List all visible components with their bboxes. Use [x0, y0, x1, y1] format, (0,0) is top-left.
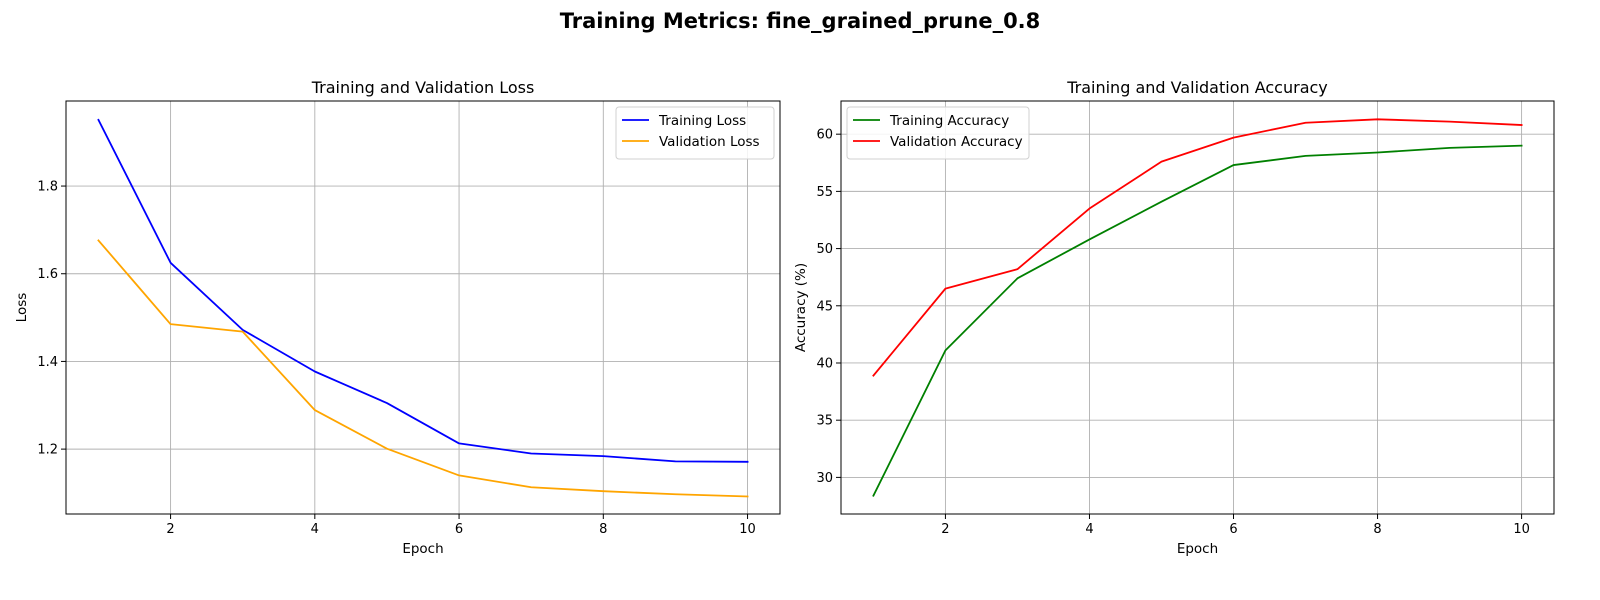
accuracy-y-tick-label: 50: [816, 242, 833, 257]
loss-y-tick-label: 1.2: [37, 443, 58, 458]
loss-y-tick-label: 1.6: [37, 267, 58, 282]
loss-legend-frame: [615, 106, 775, 160]
accuracy-x-tick-label: 4: [1085, 522, 1093, 537]
loss-x-tick-label: 8: [599, 522, 607, 537]
loss-axes-frame: [65, 100, 781, 515]
accuracy-x-tick-label: 10: [1513, 522, 1530, 537]
loss-legend: Training Loss Validation Loss: [615, 106, 775, 160]
accuracy-y-tick-label: 40: [816, 356, 833, 371]
loss-x-tick-label: 6: [455, 522, 463, 537]
loss-x-tick-label: 10: [739, 522, 756, 537]
loss-x-tick-label: 4: [311, 522, 319, 537]
accuracy-y-axis-label: Accuracy (%): [793, 263, 809, 352]
loss-x-tick-label: 2: [166, 522, 174, 537]
accuracy-x-tick-label: 8: [1373, 522, 1381, 537]
training-loss-legend-label: Training Loss: [658, 113, 746, 129]
validation-loss-legend-label: Validation Loss: [659, 134, 760, 150]
figure-title: Training Metrics: fine_grained_prune_0.8: [560, 9, 1041, 33]
loss-plot: 2 4 6 8 10 1.2 1.4 1.6 1.8 Training and Validatio…: [14, 78, 781, 557]
training-accuracy-line: [872, 144, 1523, 497]
accuracy-y-tick-label: 55: [816, 185, 833, 200]
loss-y-axis-label: Loss: [14, 293, 30, 323]
accuracy-legend: Training Accuracy Validation Accuracy: [846, 106, 1030, 160]
accuracy-plot: 2 4 6 8 10 30 35 40 45 50 55 60 Training and Validat…: [793, 78, 1555, 557]
training-accuracy-legend-label: Training Accuracy: [889, 113, 1009, 129]
accuracy-x-tick-label: 2: [941, 522, 949, 537]
accuracy-x-axis-label: Epoch: [1177, 541, 1218, 557]
accuracy-legend-frame: [846, 106, 1030, 160]
accuracy-x-tick-label: 6: [1229, 522, 1237, 537]
accuracy-y-tick-label: 60: [816, 128, 833, 143]
validation-accuracy-legend-label: Validation Accuracy: [890, 134, 1023, 150]
accuracy-y-tick-label: 35: [816, 414, 833, 429]
training-loss-line: [97, 118, 749, 463]
loss-plot-title: Training and Validation Loss: [311, 78, 535, 97]
validation-accuracy-line: [872, 118, 1523, 377]
loss-y-tick-label: 1.8: [37, 180, 58, 195]
accuracy-y-tick-label: 45: [816, 299, 833, 314]
accuracy-y-tick-label: 30: [816, 471, 833, 486]
loss-x-axis-label: Epoch: [402, 541, 443, 557]
accuracy-axes-frame: [840, 100, 1555, 515]
accuracy-plot-title: Training and Validation Accuracy: [1066, 78, 1328, 97]
loss-y-tick-label: 1.4: [37, 355, 58, 370]
validation-loss-line: [97, 239, 749, 498]
